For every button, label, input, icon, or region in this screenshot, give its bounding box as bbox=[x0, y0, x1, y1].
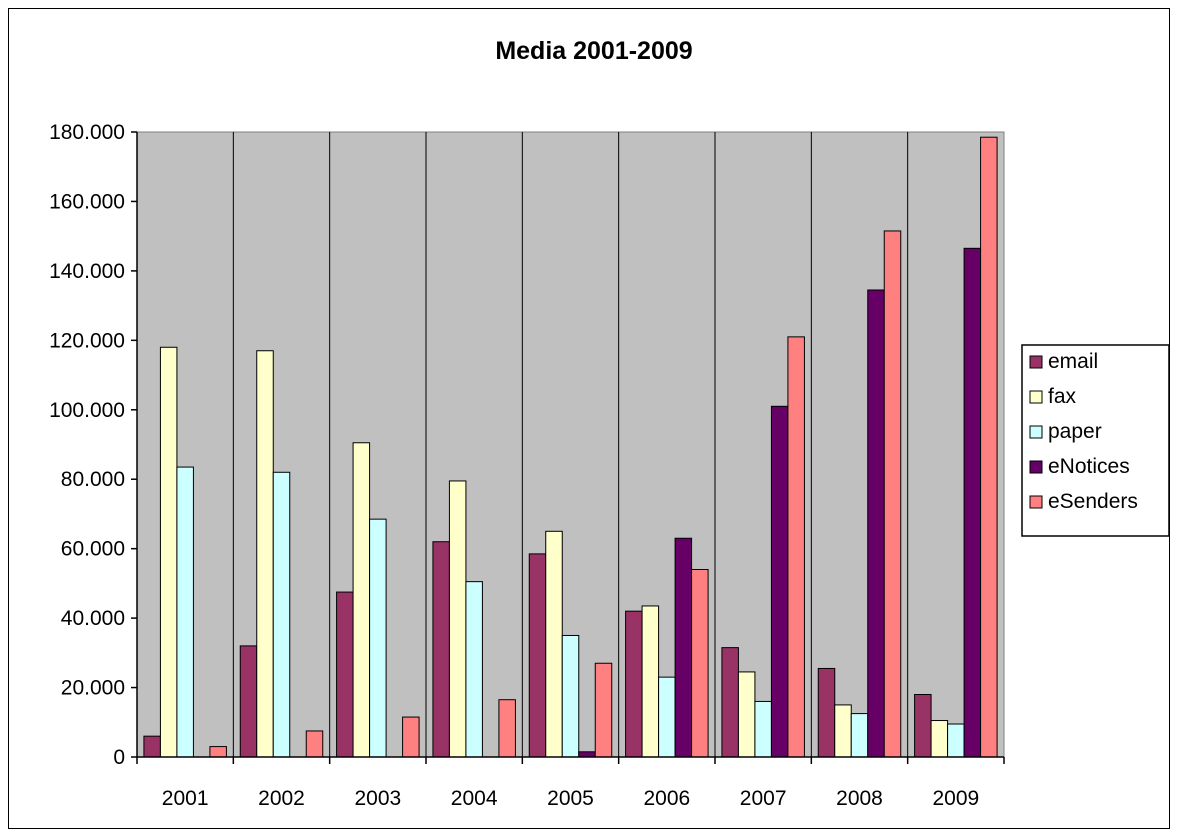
legend-label-email: email bbox=[1048, 350, 1098, 373]
chart-title: Media 2001-2009 bbox=[495, 37, 692, 65]
x-tick-label: 2006 bbox=[643, 787, 690, 810]
x-tick-label: 2003 bbox=[354, 787, 401, 810]
bar-eNotices-2008 bbox=[867, 289, 885, 758]
x-tick-label: 2005 bbox=[547, 787, 594, 810]
bar-email-2009 bbox=[914, 694, 932, 758]
bar-eSenders-2007 bbox=[787, 336, 805, 758]
y-tick-label: 100.000 bbox=[49, 399, 125, 422]
bar-paper-2005 bbox=[561, 634, 580, 758]
bar-eNotices-2007 bbox=[770, 405, 789, 758]
y-tick-label: 160.000 bbox=[49, 190, 125, 213]
bars bbox=[143, 136, 998, 758]
x-tick-label: 2008 bbox=[836, 787, 883, 810]
legend-label-eSenders: eSenders bbox=[1048, 490, 1138, 513]
axes: 0 20.000 40.000 60.000 80.000 100.000 120.000 1… bbox=[49, 121, 1005, 810]
legend: email fax paper eNotices eSenders bbox=[1021, 344, 1170, 537]
x-tick-label: 2001 bbox=[162, 787, 209, 810]
bar-paper-2007 bbox=[754, 700, 772, 758]
bar-fax-2009 bbox=[930, 720, 949, 758]
y-tick-label: 120.000 bbox=[49, 329, 125, 352]
y-tick-label: 0 bbox=[113, 746, 125, 769]
bar-eSenders-2006 bbox=[691, 569, 709, 758]
bar-eNotices-2005 bbox=[578, 751, 596, 758]
bar-eNotices-2009 bbox=[963, 247, 982, 758]
bar-fax-2003 bbox=[352, 442, 371, 758]
bar-eSenders-2004 bbox=[498, 699, 516, 758]
y-tick-label: 180.000 bbox=[49, 121, 125, 144]
y-tick-label: 60.000 bbox=[61, 538, 125, 561]
bar-email-2006 bbox=[625, 610, 643, 758]
bar-fax-2002 bbox=[256, 350, 274, 758]
legend-box bbox=[1021, 344, 1170, 537]
bar-email-2001 bbox=[143, 735, 161, 758]
y-tick-label: 140.000 bbox=[49, 260, 125, 283]
bar-eSenders-2009 bbox=[980, 136, 998, 758]
legend-swatch-eSenders bbox=[1029, 495, 1043, 509]
bar-fax-2005 bbox=[545, 530, 563, 758]
bar-paper-2003 bbox=[369, 518, 387, 758]
bar-paper-2004 bbox=[465, 581, 483, 758]
y-tick-label: 40.000 bbox=[61, 607, 125, 630]
category-gridlines bbox=[232, 132, 909, 757]
bar-paper-2008 bbox=[850, 713, 869, 758]
y-tick-label: 80.000 bbox=[61, 468, 125, 491]
x-tick-label: 2007 bbox=[740, 787, 787, 810]
bar-email-2007 bbox=[721, 647, 739, 758]
bar-eSenders-2001 bbox=[209, 746, 227, 758]
bar-fax-2008 bbox=[834, 704, 852, 758]
bar-eNotices-2006 bbox=[674, 537, 693, 758]
bar-email-2008 bbox=[817, 667, 836, 758]
bar-paper-2009 bbox=[947, 723, 965, 758]
x-tick-label: 2004 bbox=[451, 787, 498, 810]
bar-paper-2001 bbox=[176, 466, 194, 758]
bar-paper-2002 bbox=[272, 471, 291, 758]
bar-email-2005 bbox=[528, 553, 547, 758]
legend-swatch-eNotices bbox=[1029, 460, 1043, 474]
bar-email-2002 bbox=[239, 645, 258, 758]
legend-swatch-paper bbox=[1029, 425, 1043, 439]
y-tick-label: 20.000 bbox=[61, 677, 125, 700]
bar-eSenders-2003 bbox=[402, 716, 420, 758]
bar-eSenders-2002 bbox=[305, 730, 324, 758]
bar-fax-2006 bbox=[641, 605, 660, 758]
bar-paper-2006 bbox=[658, 676, 676, 758]
legend-label-eNotices: eNotices bbox=[1048, 455, 1130, 478]
bar-fax-2007 bbox=[737, 671, 756, 758]
bar-email-2004 bbox=[432, 541, 450, 758]
legend-swatch-fax bbox=[1029, 390, 1043, 404]
bar-eSenders-2008 bbox=[883, 230, 902, 758]
x-tick-label: 2009 bbox=[932, 787, 979, 810]
legend-swatch-email bbox=[1029, 355, 1043, 369]
x-tick-label: 2002 bbox=[258, 787, 305, 810]
bar-email-2003 bbox=[336, 591, 354, 758]
legend-label-fax: fax bbox=[1048, 385, 1077, 408]
bar-fax-2004 bbox=[448, 480, 467, 758]
bar-eSenders-2005 bbox=[594, 662, 613, 758]
bar-fax-2001 bbox=[159, 346, 178, 758]
legend-label-paper: paper bbox=[1048, 420, 1102, 443]
